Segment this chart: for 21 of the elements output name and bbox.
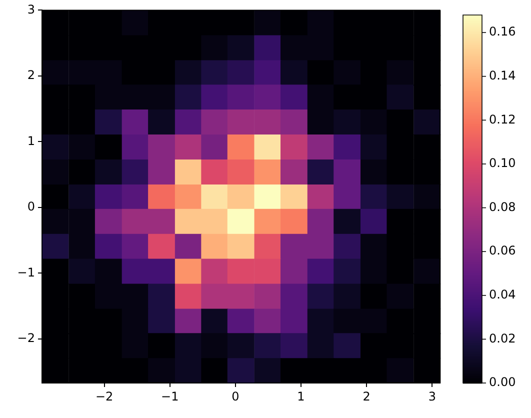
x-tick-label: −2 [95, 389, 114, 404]
y-tick-label: 0 [27, 200, 35, 214]
x-tick-label: 3 [428, 389, 436, 404]
color-bar-label: 0.02 [489, 331, 516, 346]
color-bar-label: 0.04 [489, 288, 516, 302]
y-tick-label: −2 [17, 331, 35, 346]
color-bar-label: 0.10 [489, 156, 516, 170]
color-bar-label: 0.14 [489, 68, 516, 82]
x-tick-label: 1 [297, 389, 305, 404]
x-tick-label: −1 [161, 389, 179, 404]
color-bar-label: 0.00 [489, 375, 516, 390]
x-tick-label: 0 [232, 389, 240, 404]
y-tick-label: 3 [27, 2, 35, 16]
y-tick-label: 2 [27, 68, 35, 82]
color-bar-label: 0.06 [489, 244, 516, 258]
x-tick-label: 2 [362, 389, 370, 404]
color-bar-label: 0.12 [489, 112, 516, 126]
y-tick-label: −1 [17, 265, 35, 280]
color-bar-label: 0.16 [489, 24, 516, 39]
color-bar-label: 0.08 [489, 200, 516, 214]
y-tick-label: 1 [27, 134, 35, 148]
